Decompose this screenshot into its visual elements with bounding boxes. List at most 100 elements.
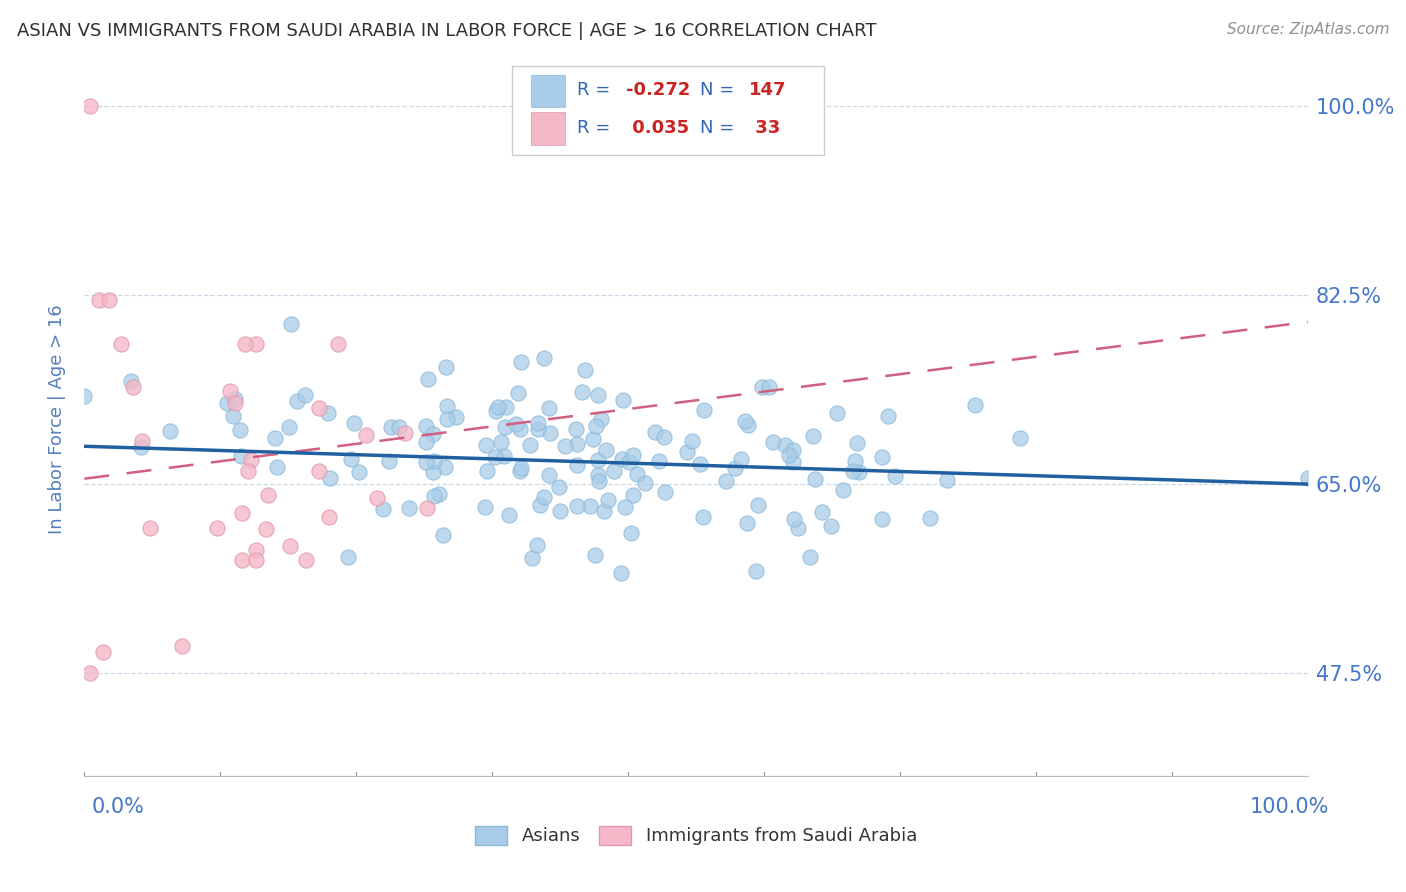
- Point: [235, 336, 257, 351]
- Text: R =: R =: [578, 80, 616, 98]
- Point: [617, 455, 640, 469]
- Point: [571, 385, 593, 400]
- Point: [526, 538, 548, 552]
- Point: [751, 379, 773, 393]
- Point: [554, 439, 576, 453]
- Point: [236, 464, 259, 478]
- Text: -0.272: -0.272: [626, 80, 690, 98]
- Point: [538, 425, 561, 440]
- Point: [634, 476, 657, 491]
- Point: [681, 434, 703, 448]
- Point: [588, 474, 610, 488]
- Point: [380, 419, 402, 434]
- Point: [416, 501, 439, 516]
- Point: [434, 359, 457, 374]
- Point: [613, 500, 636, 514]
- Point: [1296, 471, 1319, 485]
- Point: [87, 293, 110, 308]
- Point: [318, 406, 340, 420]
- Point: [612, 392, 634, 407]
- Point: [217, 396, 239, 410]
- Point: [224, 395, 246, 409]
- Point: [778, 448, 800, 462]
- Point: [689, 457, 711, 471]
- Point: [782, 455, 804, 469]
- Point: [884, 469, 907, 483]
- Point: [477, 464, 499, 478]
- Point: [354, 428, 377, 442]
- Point: [537, 401, 560, 415]
- Point: [846, 436, 869, 450]
- Point: [675, 444, 697, 458]
- Point: [347, 465, 370, 479]
- Point: [231, 506, 253, 520]
- Text: 0.0%: 0.0%: [91, 797, 145, 817]
- Point: [224, 392, 246, 406]
- Point: [782, 442, 804, 457]
- Point: [547, 480, 569, 494]
- Point: [804, 472, 827, 486]
- Point: [872, 512, 894, 526]
- Point: [1008, 431, 1031, 445]
- Point: [529, 499, 551, 513]
- Point: [240, 453, 263, 467]
- Point: [484, 403, 506, 417]
- Point: [716, 474, 738, 488]
- Point: [266, 459, 288, 474]
- Point: [626, 467, 648, 481]
- Point: [110, 336, 132, 351]
- Point: [588, 388, 610, 402]
- Point: [644, 425, 666, 440]
- Point: [79, 98, 101, 112]
- Point: [747, 498, 769, 512]
- Point: [280, 317, 302, 331]
- Point: [388, 420, 411, 434]
- Point: [724, 460, 747, 475]
- Point: [486, 401, 509, 415]
- Point: [378, 454, 401, 468]
- Point: [762, 434, 785, 449]
- Point: [588, 467, 610, 482]
- Point: [231, 449, 253, 463]
- Point: [920, 511, 942, 525]
- FancyBboxPatch shape: [513, 66, 824, 155]
- Point: [229, 423, 252, 437]
- Point: [484, 450, 506, 464]
- Point: [122, 380, 145, 394]
- Point: [131, 434, 153, 448]
- Point: [129, 440, 152, 454]
- Point: [877, 409, 900, 423]
- Point: [621, 448, 644, 462]
- Point: [509, 464, 531, 478]
- Point: [474, 500, 496, 514]
- Point: [337, 550, 360, 565]
- Point: [621, 488, 644, 502]
- Point: [495, 400, 517, 414]
- Point: [786, 521, 808, 535]
- Point: [936, 474, 959, 488]
- Point: [565, 422, 588, 436]
- Point: [692, 510, 714, 524]
- Point: [522, 550, 544, 565]
- Point: [811, 505, 834, 519]
- Point: [526, 416, 548, 430]
- Point: [565, 458, 588, 472]
- Point: [294, 387, 316, 401]
- Point: [586, 453, 609, 467]
- Point: [326, 336, 349, 351]
- Point: [394, 426, 416, 441]
- Point: [340, 452, 363, 467]
- Point: [610, 566, 633, 580]
- Point: [848, 465, 870, 479]
- Point: [318, 510, 340, 524]
- Point: [596, 493, 619, 508]
- Point: [832, 483, 855, 498]
- Point: [510, 355, 533, 369]
- FancyBboxPatch shape: [531, 112, 565, 145]
- Point: [231, 553, 253, 567]
- Point: [432, 528, 454, 542]
- Point: [415, 455, 437, 469]
- Point: [139, 521, 162, 535]
- Point: [343, 417, 366, 431]
- Point: [799, 550, 821, 565]
